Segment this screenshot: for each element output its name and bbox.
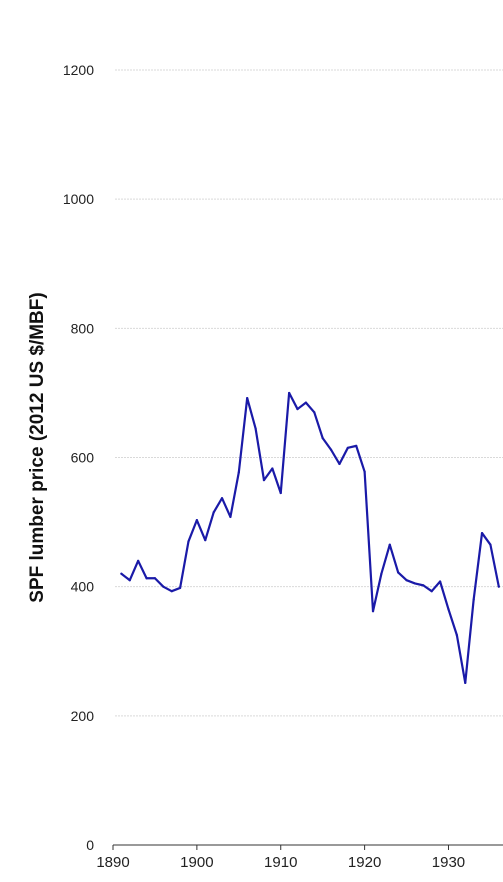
data-point-1899	[187, 540, 190, 543]
data-point-1894	[145, 577, 148, 580]
data-point-1934	[480, 531, 484, 535]
data-point-1909	[271, 467, 274, 470]
data-point-1933	[472, 598, 475, 601]
data-point-1900	[195, 519, 198, 522]
y-tick-label-0: 0	[86, 837, 94, 853]
data-point-1895	[153, 577, 157, 580]
data-point-1918	[346, 446, 349, 449]
data-point-1923	[388, 543, 391, 546]
data-point-1916	[329, 448, 333, 451]
x-tick-label-1910: 1910	[264, 854, 297, 871]
data-point-1917	[338, 462, 341, 466]
data-point-1891	[120, 572, 123, 575]
data-point-1912	[296, 407, 299, 411]
data-point-1935	[489, 543, 492, 546]
data-point-1920	[363, 470, 366, 473]
x-tick-label-1900: 1900	[180, 854, 213, 871]
series-line-0	[120, 391, 500, 685]
data-point-1903	[220, 497, 224, 500]
data-point-1928	[430, 590, 433, 593]
data-point-1908	[262, 479, 266, 482]
grid-lines	[115, 69, 503, 717]
data-point-1926	[413, 582, 417, 585]
x-tick-labels: 1890 1900 1910 1920 1930	[96, 845, 465, 871]
y-tick-label-600: 600	[71, 450, 95, 466]
data-point-1892	[128, 579, 131, 582]
data-point-1936	[497, 585, 500, 588]
data-point-1924	[397, 571, 400, 574]
x-tick-label-1930: 1930	[432, 854, 465, 871]
data-point-1902	[212, 511, 215, 514]
data-point-1893	[137, 559, 140, 562]
data-point-1898	[178, 586, 182, 590]
data-point-1919	[355, 444, 358, 447]
data-point-1901	[204, 539, 207, 542]
x-tick-label-1920: 1920	[348, 854, 381, 871]
y-tick-labels: 0 200 400 600 800 1000 1200	[63, 62, 94, 853]
data-point-1896	[162, 585, 165, 588]
data-series	[120, 391, 500, 685]
y-axis-label: SPF lumber price (2012 US $/MBF)	[27, 292, 48, 602]
data-point-1932	[464, 681, 467, 684]
data-point-1907	[254, 427, 257, 430]
data-point-1913	[304, 401, 308, 404]
data-point-1922	[380, 572, 383, 575]
data-point-1914	[313, 411, 316, 414]
data-point-1905	[237, 471, 240, 474]
data-point-1904	[229, 515, 232, 519]
data-point-1897	[170, 590, 173, 593]
data-point-1929	[438, 580, 442, 583]
y-tick-label-800: 800	[71, 320, 95, 336]
data-point-1906	[246, 396, 249, 400]
y-tick-label-1000: 1000	[63, 191, 94, 207]
y-tick-label-200: 200	[71, 708, 95, 724]
data-point-1921	[371, 610, 375, 613]
data-point-1930	[447, 608, 450, 611]
data-point-1910	[279, 491, 282, 495]
data-point-1931	[455, 634, 458, 637]
data-point-1911	[288, 391, 291, 395]
x-tick-label-1890: 1890	[96, 854, 129, 871]
y-tick-label-1200: 1200	[63, 62, 94, 78]
data-point-1925	[405, 579, 408, 582]
y-tick-label-400: 400	[71, 579, 95, 595]
data-point-1927	[422, 584, 425, 587]
data-point-1915	[321, 437, 324, 440]
